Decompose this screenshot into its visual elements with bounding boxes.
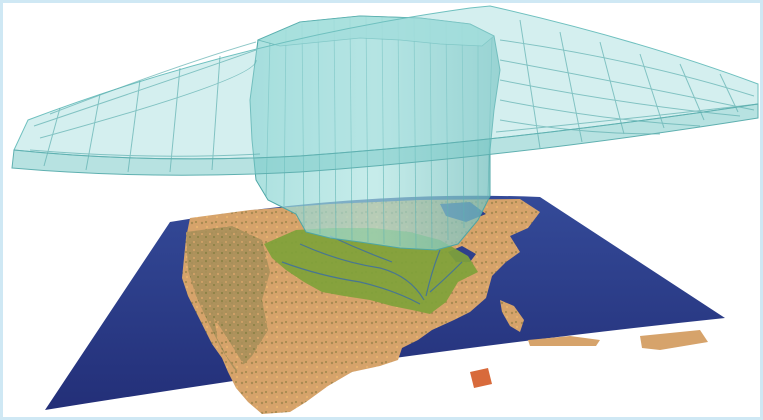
- caribbean-islands: [528, 336, 600, 346]
- grid-slab-top: [13, 5, 759, 160]
- western-mountains: [186, 226, 270, 372]
- atmospheric-model-grid: [11, 5, 759, 176]
- grid-lines: [29, 19, 759, 173]
- column-top-cap: [256, 15, 495, 47]
- north-america-relief-map: [45, 195, 725, 414]
- baja-california: [214, 318, 248, 374]
- florida-peninsula: [500, 300, 524, 332]
- watershed-extrusion-column: [249, 15, 501, 251]
- south-america-tip: [640, 330, 708, 350]
- central-america-island: [470, 368, 492, 388]
